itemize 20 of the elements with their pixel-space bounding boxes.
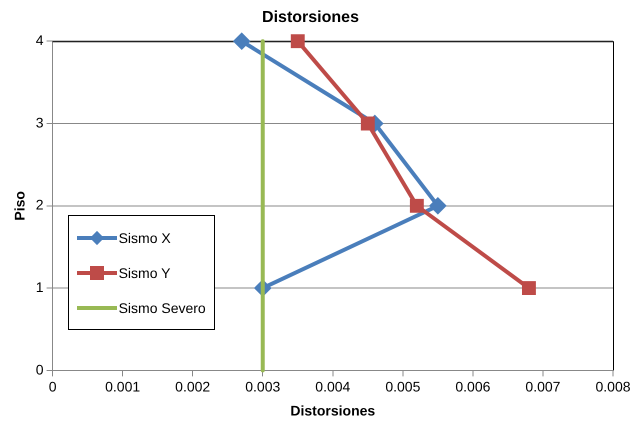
legend-label: Sismo X (118, 230, 171, 246)
y-tick-label: 0 (36, 361, 44, 378)
y-tick-label: 1 (36, 278, 44, 295)
x-tick-label: 0.002 (175, 378, 210, 395)
x-tick-label: 0.008 (595, 378, 631, 395)
x-tick-label: 0.003 (245, 378, 280, 395)
x-tick-label: 0.004 (315, 378, 351, 395)
x-tick-label: 0.005 (385, 378, 421, 395)
x-tick-label: 0.007 (525, 378, 561, 395)
y-axis-title: Piso (11, 191, 28, 221)
chart-title: Distorsiones (262, 9, 360, 26)
legend-label: Sismo Severo (118, 300, 206, 316)
y-tick-label: 4 (36, 32, 44, 48)
x-tick-label: 0 (48, 378, 57, 395)
x-axis-title: Distorsiones (290, 402, 376, 418)
x-tick-label: 0.006 (455, 378, 491, 395)
y-tick-label: 3 (36, 114, 44, 130)
y-tick-label: 2 (36, 196, 44, 213)
legend-label: Sismo Y (118, 264, 170, 281)
x-tick-label: 0.001 (105, 378, 140, 395)
